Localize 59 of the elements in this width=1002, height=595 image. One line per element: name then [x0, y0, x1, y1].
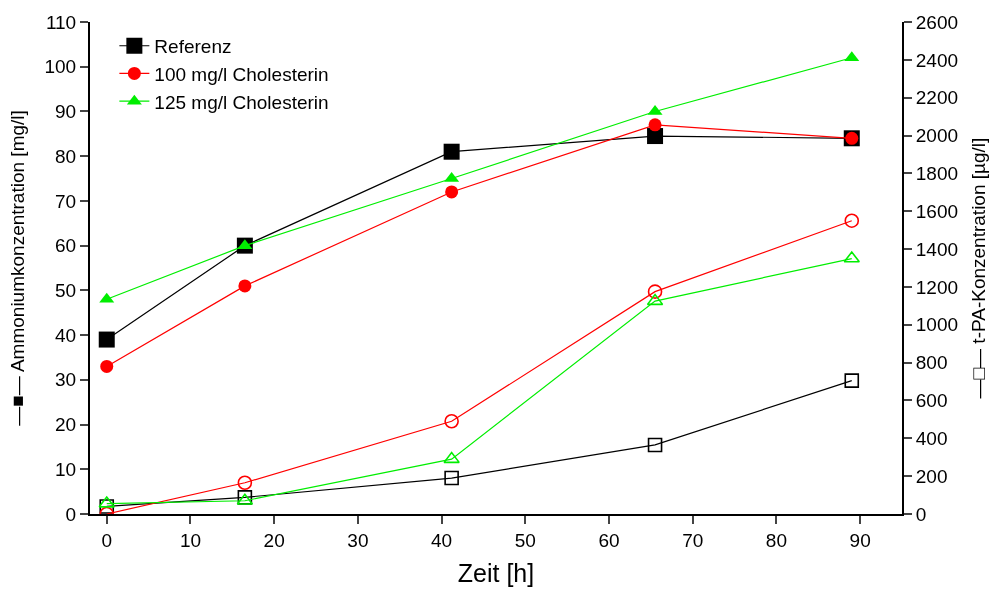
point — [238, 279, 252, 293]
y-tick-label: 110 — [45, 11, 77, 33]
y2-tick-label: 2600 — [915, 11, 959, 33]
y2-tick-label: 800 — [915, 352, 948, 374]
y2-tick-label: 400 — [915, 427, 948, 449]
legend-label: 125 mg/l Cholesterin — [154, 91, 329, 113]
y2-tick-label: 2200 — [915, 87, 959, 109]
legend-label: Referenz — [154, 36, 232, 58]
y-tick-label: 10 — [55, 458, 77, 480]
y2-tick-label: 2000 — [915, 125, 959, 147]
y-tick-label: 0 — [65, 503, 77, 525]
point — [100, 359, 114, 373]
x-tick-label: 80 — [765, 529, 787, 551]
y2-tick-label: 2400 — [915, 49, 959, 71]
point — [237, 475, 253, 491]
x-axis-title: Zeit [h] — [457, 559, 535, 588]
x-tick-label: 30 — [347, 529, 369, 551]
y-tick-label: 70 — [55, 190, 77, 212]
point — [648, 118, 662, 132]
y2-tick-label: 1600 — [915, 200, 959, 222]
point — [99, 499, 115, 514]
y2-tick-label: 1000 — [915, 314, 959, 336]
point — [844, 373, 860, 388]
x-tick-label: 90 — [849, 529, 871, 551]
x-tick-label: 10 — [179, 529, 202, 551]
point — [844, 213, 860, 228]
y-tick-label: 100 — [44, 56, 77, 78]
y2-tick-label: 1200 — [915, 276, 959, 298]
x-tick-label: 70 — [682, 529, 704, 551]
x-tick-label: 20 — [263, 529, 285, 551]
y2-tick-label: 0 — [915, 503, 927, 525]
y-axis-title: —■— Ammoniumkonzentration [mg/l] — [6, 110, 28, 426]
point — [443, 143, 460, 160]
point — [647, 128, 664, 145]
legend-label: 100 mg/l Cholesterin — [154, 63, 329, 85]
y-tick-label: 90 — [55, 101, 77, 123]
y2-tick-label: 200 — [915, 465, 948, 487]
y2-tick-label: 600 — [915, 390, 948, 412]
y-tick-label: 80 — [55, 145, 77, 167]
point — [647, 437, 663, 453]
point — [444, 413, 459, 429]
point — [445, 185, 459, 199]
y-tick-label: 20 — [55, 414, 77, 436]
x-tick-label: 40 — [431, 529, 453, 551]
x-tick-label: 60 — [598, 529, 620, 551]
point — [443, 451, 460, 464]
point — [98, 331, 115, 348]
x-tick-label: 0 — [101, 529, 113, 551]
x-tick-label: 50 — [514, 529, 536, 551]
point — [444, 470, 459, 486]
point — [647, 284, 663, 299]
y2-tick-label: 1800 — [915, 163, 959, 185]
y-tick-label: 30 — [55, 369, 77, 391]
point — [646, 293, 664, 306]
y2-tick-label: 1400 — [915, 238, 959, 260]
y-tick-label: 40 — [55, 324, 77, 346]
y2-axis-title: —□— t-PA-Konzentration [µg/l] — [968, 137, 990, 399]
y-tick-label: 50 — [55, 280, 77, 302]
y-tick-label: 60 — [55, 235, 77, 257]
